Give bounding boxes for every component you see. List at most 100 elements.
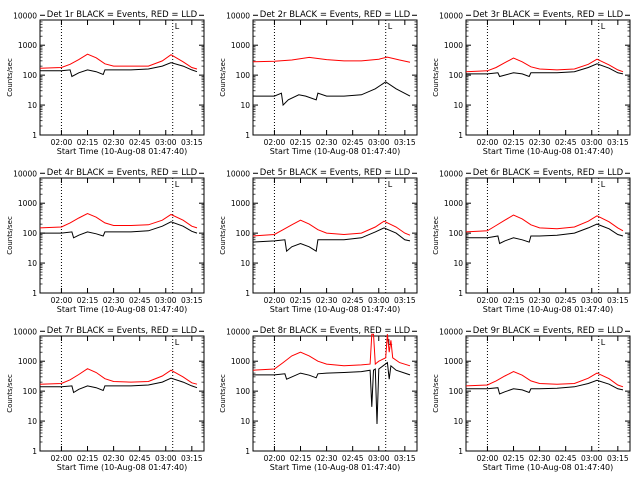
x-tick-label: 03:00 — [155, 138, 177, 147]
y-tick-label: 1000 — [18, 199, 37, 208]
x-axis-label: Start Time (10-Aug-08 01:47:40) — [483, 463, 614, 472]
detector-panel: Det 2r BLACK = Events, RED = LLD 1 10 100 10… — [219, 10, 418, 156]
x-tick-label: 03:15 — [181, 454, 203, 463]
y-tick-label: 1000 — [231, 357, 250, 366]
lld-series-line — [252, 333, 411, 371]
x-tick-label: 02:30 — [103, 454, 125, 463]
detector-panel: Det 6r BLACK = Events, RED = LLD 1 10 100 10… — [432, 168, 631, 314]
x-tick-label: 02:00 — [477, 454, 499, 463]
detector-panel: Det 1r BLACK = Events, RED = LLD 1 10 100 10… — [6, 10, 205, 156]
y-tick-label: 1 — [32, 447, 37, 456]
plot-frame — [252, 177, 418, 294]
y-tick-label: 10 — [27, 417, 37, 426]
lld-series-line — [39, 368, 198, 385]
plot-frame — [252, 19, 418, 136]
x-axis-label: Start Time (10-Aug-08 01:47:40) — [270, 147, 401, 156]
x-tick-label: 02:30 — [316, 138, 338, 147]
x-tick-label: 02:15 — [503, 296, 525, 305]
plot-frame — [39, 177, 205, 294]
y-tick-label: 10 — [27, 101, 37, 110]
x-tick-label: 02:30 — [103, 296, 125, 305]
panel-title: Det 1r BLACK = Events, RED = LLD — [47, 10, 198, 20]
x-tick-label: 02:45 — [342, 296, 364, 305]
x-tick-label: 03:00 — [368, 296, 390, 305]
y-axis-label: Counts/sec — [219, 216, 227, 255]
plot-frame — [252, 335, 418, 452]
marker-label: L — [175, 180, 180, 189]
y-tick-label: 1000 — [231, 199, 250, 208]
x-tick-label: 03:15 — [607, 296, 629, 305]
plot-frame — [465, 177, 631, 294]
x-tick-label: 02:00 — [51, 454, 73, 463]
y-tick-label: 100 — [236, 387, 251, 396]
y-axis-label: Counts/sec — [432, 58, 440, 97]
events-series-line — [40, 62, 198, 78]
x-tick-label: 02:00 — [477, 296, 499, 305]
lld-series-line — [465, 214, 624, 233]
y-tick-label: 10000 — [439, 11, 463, 20]
x-tick-label: 02:45 — [555, 454, 577, 463]
x-tick-label: 02:45 — [342, 454, 364, 463]
x-axis-label: Start Time (10-Aug-08 01:47:40) — [270, 305, 401, 314]
y-tick-label: 100 — [236, 71, 251, 80]
events-series-line — [252, 227, 411, 253]
y-tick-label: 10000 — [13, 169, 37, 178]
y-tick-label: 10 — [240, 101, 250, 110]
x-tick-label: 03:15 — [394, 296, 416, 305]
x-tick-label: 03:00 — [155, 296, 177, 305]
y-tick-label: 1000 — [231, 41, 250, 50]
x-tick-label: 02:00 — [264, 138, 286, 147]
x-axis-label: Start Time (10-Aug-08 01:47:40) — [483, 147, 614, 156]
detector-panel: Det 7r BLACK = Events, RED = LLD 1 10 100 10… — [6, 326, 205, 472]
y-tick-label: 1000 — [18, 357, 37, 366]
y-tick-label: 1000 — [444, 41, 463, 50]
x-tick-label: 02:45 — [129, 454, 151, 463]
marker-label: L — [601, 180, 606, 189]
x-tick-label: 02:30 — [529, 296, 551, 305]
panel-title: Det 3r BLACK = Events, RED = LLD — [473, 10, 624, 20]
y-tick-label: 1000 — [444, 199, 463, 208]
x-tick-label: 02:00 — [477, 138, 499, 147]
y-tick-label: 100 — [236, 229, 251, 238]
y-axis-label: Counts/sec — [6, 374, 14, 413]
x-axis-label: Start Time (10-Aug-08 01:47:40) — [270, 463, 401, 472]
x-tick-label: 02:00 — [51, 296, 73, 305]
y-tick-label: 100 — [23, 229, 38, 238]
x-tick-label: 03:00 — [368, 138, 390, 147]
panel-title: Det 9r BLACK = Events, RED = LLD — [473, 326, 624, 336]
y-tick-label: 10000 — [226, 327, 250, 336]
plot-frame — [465, 19, 631, 136]
marker-label: L — [175, 338, 180, 347]
x-tick-label: 02:45 — [555, 296, 577, 305]
lld-series-line — [252, 56, 411, 63]
lld-series-line — [465, 371, 624, 388]
x-tick-label: 03:00 — [155, 454, 177, 463]
y-tick-label: 10000 — [226, 169, 250, 178]
detector-panel: Det 9r BLACK = Events, RED = LLD 1 10 100 10… — [432, 326, 631, 472]
x-tick-label: 02:45 — [129, 138, 151, 147]
x-tick-label: 02:15 — [290, 296, 312, 305]
x-axis-label: Start Time (10-Aug-08 01:47:40) — [57, 147, 188, 156]
x-tick-label: 02:15 — [77, 454, 99, 463]
y-tick-label: 1000 — [444, 357, 463, 366]
panel-title: Det 7r BLACK = Events, RED = LLD — [47, 326, 198, 336]
x-tick-label: 02:15 — [77, 138, 99, 147]
x-tick-label: 02:15 — [290, 138, 312, 147]
x-tick-label: 02:15 — [290, 454, 312, 463]
y-tick-label: 100 — [23, 387, 38, 396]
events-series-line — [466, 63, 624, 78]
plot-frame — [39, 335, 205, 452]
marker-label: L — [388, 180, 393, 189]
y-axis-label: Counts/sec — [432, 216, 440, 255]
x-tick-label: 03:00 — [368, 454, 390, 463]
detector-panel: Det 3r BLACK = Events, RED = LLD 1 10 100 10… — [432, 10, 631, 156]
y-tick-label: 10 — [453, 417, 463, 426]
y-tick-label: 10 — [453, 259, 463, 268]
x-tick-label: 02:30 — [316, 296, 338, 305]
y-axis-label: Counts/sec — [6, 58, 14, 97]
panel-title: Det 4r BLACK = Events, RED = LLD — [47, 168, 198, 178]
y-tick-label: 100 — [23, 71, 38, 80]
y-tick-label: 1 — [245, 131, 250, 140]
x-tick-label: 03:15 — [607, 454, 629, 463]
